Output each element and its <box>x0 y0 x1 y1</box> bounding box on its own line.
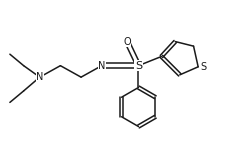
Text: N: N <box>36 72 43 82</box>
Text: O: O <box>123 37 131 47</box>
Text: N: N <box>98 61 105 71</box>
Text: S: S <box>135 61 142 71</box>
Text: S: S <box>201 62 207 72</box>
